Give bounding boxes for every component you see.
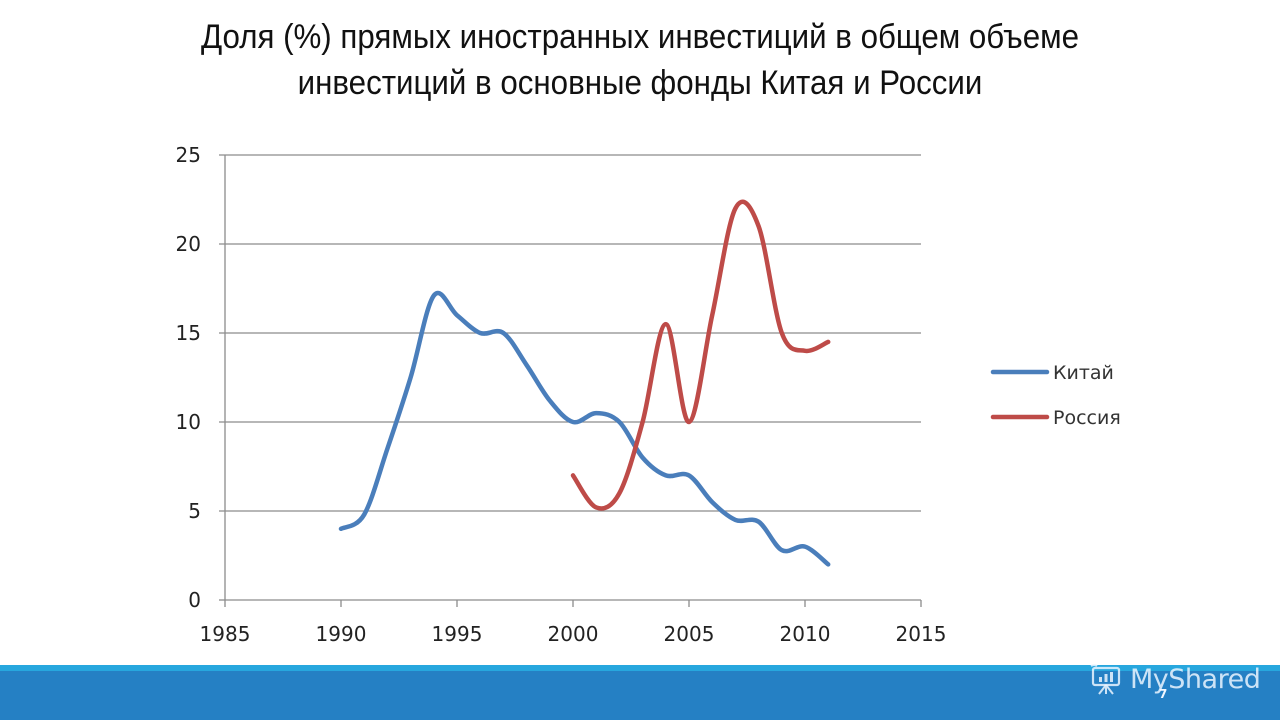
slide-title: Доля (%) прямых иностранных инвестиций в… (51, 14, 1229, 106)
slide-title-line-1: Доля (%) прямых иностранных инвестиций в… (200, 18, 1080, 56)
slide-title-line-2: инвестиций в основные фонды Китая и Росс… (297, 64, 983, 102)
x-tick-label: 1990 (316, 622, 367, 646)
x-tick-label: 2010 (780, 622, 831, 646)
legend-label: Россия (1053, 407, 1121, 429)
chart-axes (219, 155, 922, 607)
y-axis-tick-labels: 0 5 10 15 20 25 (176, 143, 201, 612)
y-tick-label: 20 (176, 232, 201, 256)
x-tick-label: 2005 (664, 622, 715, 646)
y-tick-label: 25 (176, 143, 201, 167)
legend-label: Китай (1053, 362, 1114, 384)
chart-gridlines (219, 154, 921, 512)
footer-stripe (0, 665, 1280, 671)
x-axis-tick-labels: 1985 1990 1995 2000 2005 2010 2015 (200, 622, 947, 646)
x-tick-label: 1995 (432, 622, 483, 646)
series-line-1 (570, 199, 831, 511)
footer-bar: MyShared 7 (0, 664, 1280, 720)
y-tick-label: 5 (188, 499, 201, 523)
brand-text: MyShared (1130, 663, 1261, 695)
brand-logo[interactable]: MyShared (1088, 657, 1261, 701)
chart-legend: Китай Россия (990, 362, 1121, 429)
y-tick-label: 15 (176, 321, 201, 345)
x-tick-label: 1985 (200, 622, 251, 646)
y-tick-label: 10 (176, 410, 201, 434)
x-tick-label: 2015 (896, 622, 947, 646)
x-tick-label: 2000 (548, 622, 599, 646)
page-number: 7 (1159, 687, 1168, 701)
y-tick-label: 0 (188, 588, 201, 612)
presentation-board-icon (1090, 664, 1121, 695)
series-line-0 (338, 290, 831, 567)
chart-series-lines (338, 199, 831, 567)
